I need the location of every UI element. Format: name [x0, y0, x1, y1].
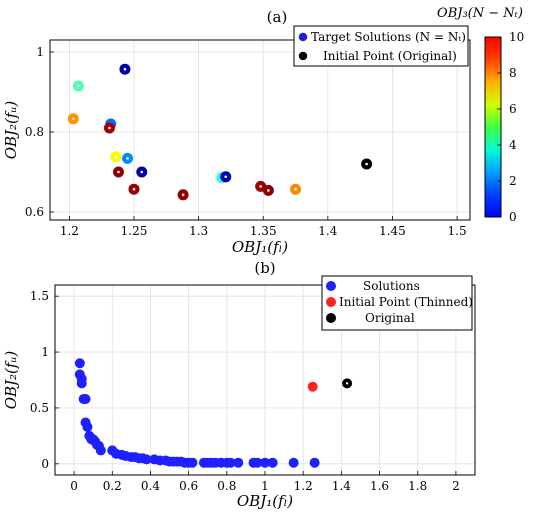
panel-b-legend-marker-solutions — [326, 281, 336, 291]
panel-b-original-point-center — [345, 382, 349, 385]
panel-b-solution-point — [252, 457, 263, 468]
a-x-tick-label: 1.3 — [189, 224, 208, 238]
panel-a-markers — [67, 63, 373, 201]
panel-b-legend-label-thinned: Initial Point (Thinned) — [339, 295, 473, 309]
colorbar-tick-label: 2 — [509, 174, 517, 188]
a-x-tick-label: 1.4 — [318, 224, 337, 238]
panel-a-solution-point-center — [126, 157, 129, 160]
a-y-tick-label: 0.8 — [25, 125, 44, 139]
panel-a-y-axis-label: OBJ₂(fᵤ) — [2, 101, 20, 160]
panel-a-solution-point-center — [224, 175, 228, 179]
panel-b-legend-marker-thinned — [326, 297, 336, 307]
panel-b-solution-point — [187, 457, 198, 468]
panel-b-legend-label-solutions: Solutions — [363, 279, 420, 293]
panel-b-solution-point — [225, 457, 236, 468]
panel-b-x-ticks: 0 0.2 0.4 0.6 0.8 1 1.2 1.4 1.6 1.8 2 — [70, 471, 460, 493]
panel-b-solution-point — [260, 457, 270, 468]
panel-b-solution-point — [309, 457, 320, 468]
panel-a-x-ticks: 1.2 1.25 1.3 1.35 1.4 1.45 1.5 — [60, 216, 467, 238]
a-x-tick-label: 1.2 — [60, 224, 79, 238]
panel-a-legend-marker-target — [297, 31, 309, 43]
panel-b-solution-point — [76, 378, 87, 389]
panel-a-legend-label-initial: Initial Point (Original) — [323, 49, 457, 63]
colorbar-tick-label: 4 — [509, 138, 517, 152]
a-y-tick-label: 1 — [36, 45, 44, 59]
panel-b-solution-point — [267, 457, 278, 468]
b-x-tick-label: 1.8 — [408, 479, 427, 493]
panel-b-y-ticks: 0 0.5 1 1.5 — [30, 289, 59, 471]
panel-b-y-axis-label: OBJ₂(fᵤ) — [2, 351, 20, 410]
panel-b-solution-point — [82, 421, 93, 432]
a-x-tick-label: 1.35 — [250, 224, 277, 238]
panel-a-solution-point-center — [140, 170, 144, 174]
panel-a-label: (a) — [267, 8, 288, 26]
panel-a-solution-point-center — [108, 126, 111, 130]
a-x-tick-label: 1.5 — [448, 224, 467, 238]
b-x-tick-label: 0.2 — [103, 479, 122, 493]
panel-b-solution-point — [95, 445, 106, 456]
colorbar: OBJ₃(N − Nₜ) 0 2 4 6 8 10 — [437, 6, 524, 224]
panel-a-solution-point-center — [294, 187, 297, 191]
panel-b-label: (b) — [254, 259, 275, 277]
panel-a-solution-point-center — [71, 117, 75, 121]
panel-a-legend-label-target: Target Solutions (N = Nₜ) — [311, 30, 466, 44]
panel-b-solution-point — [288, 457, 299, 468]
panel-a-legend: Target Solutions (N = Nₜ) Initial Point … — [293, 25, 469, 67]
panel-b-markers — [74, 358, 353, 468]
panel-b-solution-point — [80, 394, 91, 404]
b-x-tick-label: 1.6 — [370, 479, 389, 493]
b-x-tick-label: 0.8 — [217, 479, 236, 493]
panel-a-solution-point-center — [77, 84, 80, 88]
panel-a-solution-point-center — [123, 67, 127, 71]
b-y-tick-label: 0 — [41, 457, 49, 471]
panel-b: (b) 0 0.2 0.4 0.6 0.8 1 1.2 1.4 1.6 1.8 2 0 0.5 1 1.5… — [2, 259, 476, 510]
b-x-tick-label: 0.4 — [141, 479, 160, 493]
panel-b-legend-marker-original — [326, 313, 336, 323]
panel-a-solution-point-center — [267, 189, 270, 192]
panel-b-legend-box — [321, 275, 473, 331]
b-x-tick-label: 1.2 — [294, 479, 313, 493]
panel-a-y-ticks: 0.6 0.8 1 — [25, 45, 54, 219]
b-y-tick-label: 0.5 — [30, 401, 49, 415]
b-y-tick-label: 1.5 — [30, 289, 49, 303]
a-x-tick-label: 1.45 — [379, 224, 406, 238]
panel-a-solution-point-center — [132, 187, 136, 191]
b-x-tick-label: 1 — [261, 479, 269, 493]
colorbar-tick-label: 8 — [509, 66, 517, 80]
panel-b-legend: Solutions Initial Point (Thinned) Origin… — [321, 275, 473, 331]
colorbar-tick-label: 6 — [509, 102, 517, 116]
panel-a-initial-point-center — [365, 162, 368, 166]
panel-b-x-axis-label: OBJ₁(fₗ) — [237, 492, 293, 510]
panel-b-solution-point — [233, 457, 244, 468]
panel-b-solution-point — [74, 358, 85, 369]
a-y-tick-label: 0.6 — [25, 205, 44, 219]
panel-b-thinned-point — [307, 381, 318, 392]
panel-a: (a) 1.2 1.25 1.3 1.35 1.4 1.45 1.5 0.6 0.8 1 OBJ… — [2, 6, 524, 256]
panel-a-solution-point-center — [114, 155, 118, 159]
colorbar-gradient — [484, 36, 502, 218]
b-y-tick-label: 1 — [41, 345, 49, 359]
b-x-tick-label: 0.6 — [179, 479, 198, 493]
b-x-tick-label: 0 — [70, 479, 78, 493]
a-x-tick-label: 1.25 — [121, 224, 148, 238]
panel-a-solution-point-center — [259, 185, 262, 188]
b-x-tick-label: 1.4 — [332, 479, 351, 493]
colorbar-tick-label: 10 — [509, 30, 524, 44]
panel-b-grid — [55, 285, 475, 475]
b-x-tick-label: 2 — [452, 479, 460, 493]
colorbar-ticks: 0 2 4 6 8 10 — [497, 30, 524, 224]
panel-a-legend-marker-initial — [297, 50, 309, 62]
colorbar-tick-label: 0 — [509, 210, 517, 224]
panel-a-legend-box — [293, 25, 469, 67]
panel-a-solution-point-center — [181, 193, 185, 197]
panel-b-solution-point — [141, 454, 152, 465]
panel-a-solution-point-center — [117, 170, 120, 174]
colorbar-label: OBJ₃(N − Nₜ) — [437, 6, 523, 21]
panel-a-x-axis-label: OBJ₁(fₗ) — [232, 238, 288, 256]
panel-a-plot-area — [49, 39, 471, 221]
panel-b-legend-label-original: Original — [365, 311, 415, 325]
